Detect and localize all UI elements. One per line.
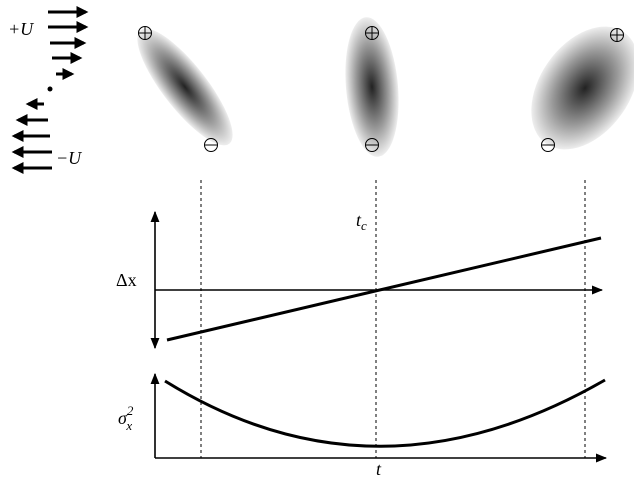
plus-u-label: +U <box>8 19 34 39</box>
blob <box>531 26 634 150</box>
velocity-arrows <box>11 6 89 174</box>
plus-charge <box>138 26 152 40</box>
tc-label: tc <box>356 210 367 233</box>
delta-x-label: Δx <box>116 270 137 290</box>
t-label: t <box>376 459 382 478</box>
plus-charge <box>610 28 624 42</box>
sigma-label: σ2 x <box>118 403 134 433</box>
minus-u-label: −U <box>56 148 82 168</box>
blob <box>345 17 399 157</box>
zero-dot <box>47 86 53 92</box>
plus-charge <box>365 26 379 40</box>
sigma-curve <box>164 378 606 448</box>
blob <box>137 28 233 146</box>
delta-x-line <box>166 236 602 342</box>
